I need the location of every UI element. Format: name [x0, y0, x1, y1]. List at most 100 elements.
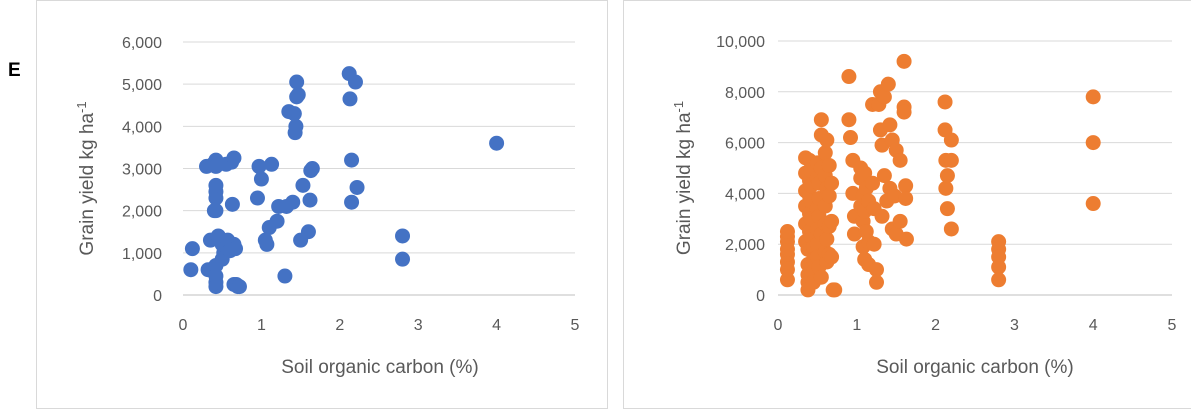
- data-point: [226, 150, 242, 166]
- data-point: [882, 117, 898, 133]
- data-point: [228, 241, 244, 257]
- data-point: [286, 106, 302, 122]
- y-tick-label: 3,000: [122, 162, 162, 179]
- data-point: [779, 224, 795, 239]
- data-point: [939, 201, 955, 217]
- y-tick-label: 2,000: [122, 204, 162, 221]
- y-tick-label: 6,000: [122, 35, 162, 52]
- data-point: [302, 192, 318, 208]
- data-point: [251, 158, 267, 174]
- y-axis-title-superscript: -1: [74, 101, 89, 113]
- data-point: [896, 104, 912, 120]
- data-point: [344, 152, 360, 168]
- data-point: [1085, 196, 1101, 212]
- data-point: [1085, 89, 1101, 105]
- data-point: [817, 145, 833, 161]
- data-point: [349, 179, 365, 195]
- data-point: [289, 74, 305, 90]
- y-tick-label: 6,000: [725, 136, 765, 153]
- data-point: [865, 175, 881, 191]
- x-tick-label: 0: [774, 317, 783, 334]
- x-axis-title: Soil organic carbon (%): [281, 357, 478, 378]
- data-point: [819, 231, 835, 247]
- y-tick-label: 4,000: [725, 186, 765, 203]
- y-tick-label: 8,000: [725, 85, 765, 102]
- data-point: [846, 226, 862, 242]
- x-tick-label: 0: [179, 317, 188, 334]
- chart-frame-left: [36, 0, 608, 409]
- data-point: [896, 53, 912, 69]
- data-point: [841, 112, 857, 128]
- data-point: [866, 236, 882, 252]
- chart-1: 0 1,000 2,000 3,000 4,000 5,000 6,000 0 1 2 3 4 5 Soi…: [74, 35, 580, 378]
- data-point: [898, 190, 914, 206]
- data-point: [208, 177, 224, 193]
- data-point: [869, 274, 884, 290]
- data-point: [874, 208, 890, 224]
- data-point: [208, 203, 224, 219]
- data-point: [892, 152, 908, 168]
- data-point: [208, 268, 224, 284]
- data-point: [288, 118, 304, 134]
- data-point: [290, 87, 306, 103]
- data-point: [184, 241, 200, 257]
- x-tick-label: 3: [1010, 317, 1019, 334]
- data-point: [249, 190, 265, 206]
- y-tick-label: 2,000: [725, 237, 765, 254]
- data-point: [285, 194, 301, 210]
- data-point: [224, 196, 240, 212]
- x-tick-label: 2: [335, 317, 344, 334]
- panel-label: E: [8, 60, 21, 81]
- data-point: [827, 282, 843, 298]
- data-point: [857, 165, 873, 181]
- data-point: [876, 168, 892, 184]
- data-point: [869, 262, 884, 278]
- x-tick-label: 2: [931, 317, 940, 334]
- data-point: [300, 224, 316, 240]
- x-tick-label: 3: [414, 317, 423, 334]
- data-point: [991, 259, 1007, 275]
- data-point: [277, 268, 293, 284]
- y-axis-title: Grain yield kg ha-1: [74, 101, 98, 255]
- data-point: [841, 69, 857, 85]
- y-tick-label: 0: [153, 288, 162, 305]
- data-point: [821, 188, 837, 204]
- chart-2: 0 2,000 4,000 6,000 8,000 10,000 0 1 2 3 4 5 Soil or…: [671, 34, 1177, 378]
- data-point: [344, 194, 360, 210]
- data-point: [824, 175, 840, 191]
- data-point: [821, 157, 837, 173]
- y-axis-title-main: Grain yield kg ha: [674, 112, 695, 255]
- y-tick-label: 5,000: [122, 77, 162, 94]
- data-point: [342, 91, 358, 107]
- x-axis-title: Soil organic carbon (%): [876, 357, 1073, 378]
- x-tick-label: 1: [257, 317, 266, 334]
- data-point: [880, 76, 896, 92]
- x-tick-label: 4: [492, 317, 501, 334]
- data-point: [231, 279, 247, 295]
- x-tick-label: 1: [852, 317, 861, 334]
- data-point: [813, 112, 829, 128]
- x-tick-label: 5: [571, 317, 580, 334]
- data-point: [183, 262, 199, 278]
- data-point: [824, 249, 840, 265]
- data-point: [876, 89, 892, 105]
- data-point: [395, 251, 411, 267]
- data-point: [259, 236, 275, 252]
- data-point: [347, 74, 363, 90]
- data-point: [295, 177, 311, 193]
- data-point: [269, 213, 285, 229]
- data-point: [264, 156, 280, 172]
- data-point: [943, 221, 959, 237]
- data-point: [892, 213, 908, 229]
- data-point: [842, 130, 858, 146]
- data-point: [304, 161, 320, 176]
- data-point: [824, 213, 840, 229]
- y-tick-label: 4,000: [122, 119, 162, 136]
- data-point: [489, 135, 505, 151]
- x-tick-label: 5: [1168, 317, 1177, 334]
- data-point: [813, 269, 829, 285]
- data-point: [991, 272, 1007, 288]
- y-axis-title-superscript: -1: [671, 101, 686, 113]
- data-point: [1085, 135, 1101, 151]
